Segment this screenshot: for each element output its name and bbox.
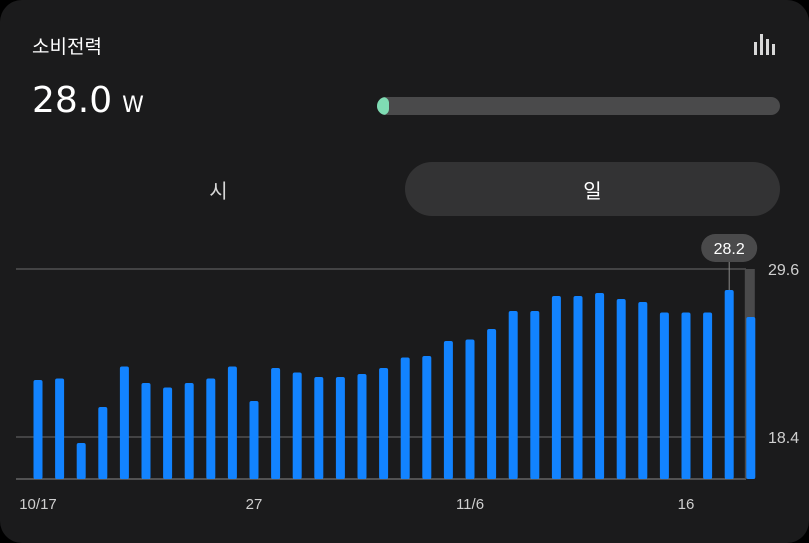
tab-hour[interactable]: 시 bbox=[32, 162, 405, 216]
bar bbox=[184, 383, 194, 479]
bar bbox=[443, 341, 453, 479]
power-reading: 28.0 W bbox=[32, 80, 144, 121]
power-unit: W bbox=[122, 93, 144, 118]
callout-label: 28.2 bbox=[714, 241, 745, 258]
bar bbox=[314, 377, 324, 479]
bar bbox=[98, 407, 108, 479]
bar bbox=[530, 311, 540, 479]
bar bbox=[595, 293, 605, 479]
bar bbox=[357, 374, 367, 479]
power-value: 28.0 bbox=[32, 80, 113, 121]
daily-power-chart: 29.6 18.4 28.2 10/17 27 11/6 16 bbox=[16, 234, 799, 513]
bar bbox=[227, 366, 237, 479]
tab-day[interactable]: 일 bbox=[405, 162, 780, 216]
power-progress-fill bbox=[377, 97, 390, 115]
tab-hour-label: 시 bbox=[209, 178, 228, 203]
card-title: 소비전력 bbox=[32, 36, 102, 58]
x-tick-label: 10/17 bbox=[19, 496, 57, 513]
bar bbox=[551, 296, 561, 479]
bar bbox=[33, 380, 43, 479]
bar bbox=[616, 299, 626, 479]
bar bbox=[55, 378, 65, 479]
y-tick-label: 29.6 bbox=[768, 262, 799, 279]
bar bbox=[206, 378, 216, 479]
y-tick-label: 18.4 bbox=[768, 430, 799, 447]
bar bbox=[400, 357, 410, 479]
bar bbox=[249, 401, 259, 479]
x-tick-label: 16 bbox=[678, 496, 695, 513]
bar bbox=[724, 290, 734, 479]
tab-day-label: 일 bbox=[583, 178, 602, 203]
bar bbox=[119, 366, 129, 479]
bar bbox=[573, 296, 583, 479]
bar bbox=[271, 368, 281, 479]
bar bbox=[638, 302, 648, 479]
bar bbox=[508, 311, 518, 479]
bar-chart-icon[interactable] bbox=[753, 33, 777, 55]
x-tick-label: 27 bbox=[246, 496, 263, 513]
bar bbox=[465, 339, 475, 479]
bar bbox=[703, 312, 713, 479]
bar bbox=[163, 387, 173, 479]
bar bbox=[659, 312, 669, 479]
bar bbox=[141, 383, 151, 479]
power-progress-bar bbox=[377, 97, 780, 115]
bar bbox=[76, 443, 86, 479]
bar bbox=[292, 372, 302, 479]
x-tick-label: 11/6 bbox=[456, 496, 484, 513]
bar bbox=[335, 377, 345, 479]
bar bbox=[681, 312, 691, 479]
bar bbox=[487, 329, 497, 479]
bar bbox=[746, 317, 756, 479]
callout-bubble bbox=[701, 234, 758, 262]
bar bbox=[379, 368, 389, 479]
bar bbox=[422, 356, 432, 479]
